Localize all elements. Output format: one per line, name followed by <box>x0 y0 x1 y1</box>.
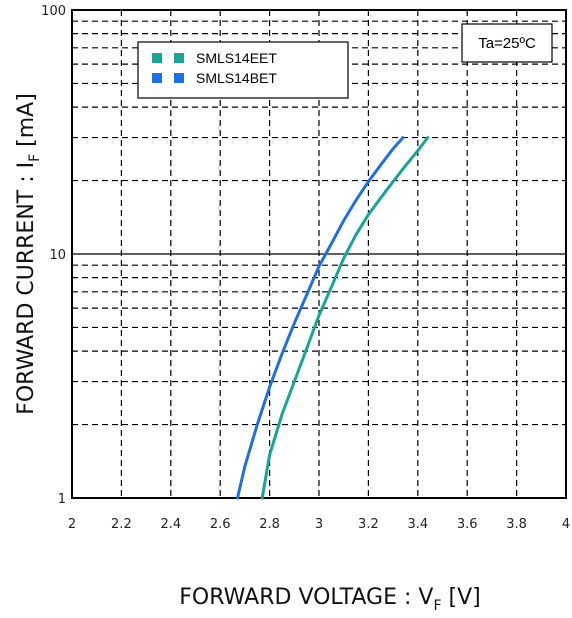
annotation-text: Ta=25ºC <box>478 35 536 52</box>
annotation-box: Ta=25ºC <box>461 23 553 63</box>
x-tick-label: 3.6 <box>457 517 478 532</box>
legend-label: SMLS14EET <box>196 50 277 66</box>
legend: SMLS14EET SMLS14BET <box>137 41 349 99</box>
y-tick-labels: 1 10 100 <box>41 4 66 507</box>
legend-marker <box>152 53 162 63</box>
series-line-smls14eet <box>260 136 430 500</box>
x-tick-label: 2.2 <box>111 517 132 532</box>
plot-frame <box>71 9 567 499</box>
x-tick-label: 2 <box>68 517 76 532</box>
x-tick-label: 2.4 <box>160 517 181 532</box>
grid-lines <box>72 10 566 498</box>
y-axis-label: FORWARD CURRENT : IF [mA] <box>14 93 43 415</box>
legend-marker <box>174 73 184 83</box>
x-tick-label: 3.8 <box>506 517 527 532</box>
y-tick-label: 100 <box>41 4 66 19</box>
x-tick-label: 2.6 <box>210 517 231 532</box>
y-tick-label: 1 <box>58 492 66 507</box>
legend-label: SMLS14BET <box>196 70 277 86</box>
legend-marker <box>174 53 184 63</box>
x-tick-label: 2.8 <box>259 517 280 532</box>
x-tick-label: 3.4 <box>407 517 428 532</box>
legend-marker <box>152 73 162 83</box>
x-tick-labels: 2 2.2 2.4 2.6 2.8 3 3.2 3.4 3.6 3.8 4 <box>68 517 570 532</box>
x-tick-label: 4 <box>562 517 570 532</box>
series-layer <box>236 136 430 500</box>
x-tick-label: 3.2 <box>358 517 379 532</box>
x-tick-label: 3 <box>315 517 323 532</box>
series-line-smls14bet <box>236 136 405 500</box>
x-axis-label: FORWARD VOLTAGE : VF [V] <box>179 585 480 614</box>
y-tick-label: 10 <box>49 248 66 263</box>
